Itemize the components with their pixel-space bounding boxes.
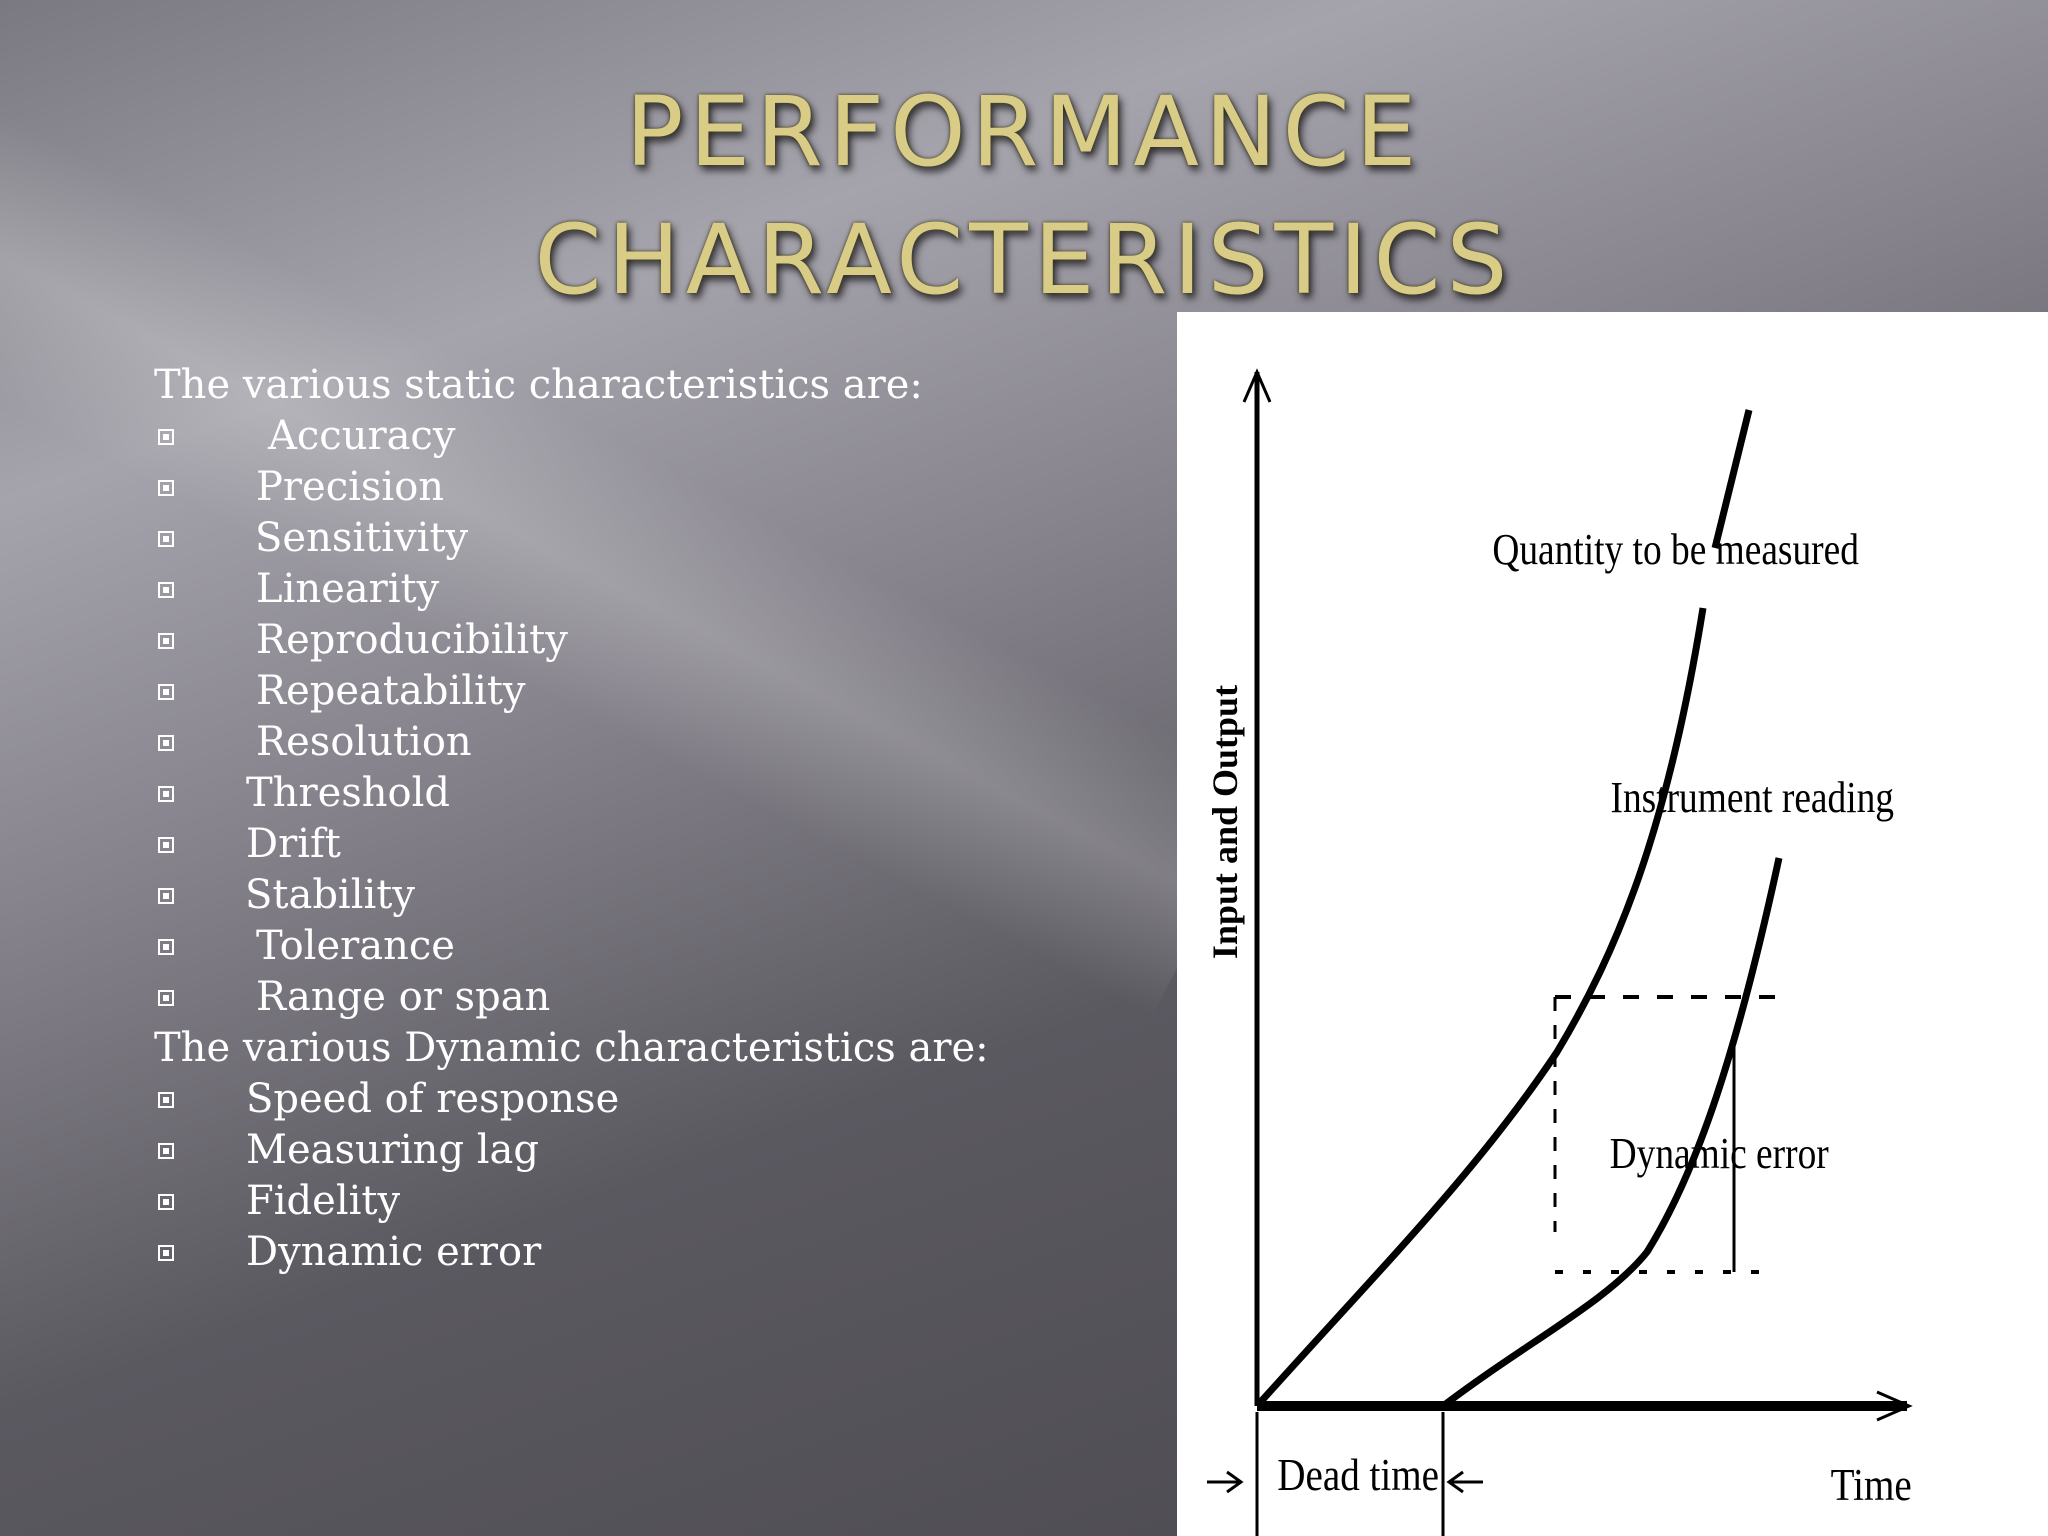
list-item-label: Tolerance <box>256 923 455 969</box>
list-item: Threshold <box>154 768 1154 819</box>
y-axis-label: Input and Output <box>1205 685 1245 959</box>
bullet-icon <box>158 735 174 751</box>
bullet-icon <box>158 1143 174 1159</box>
list-item-label: Linearity <box>256 566 440 612</box>
x-axis-label: Time <box>1831 1460 1912 1511</box>
list-item-label: Repeatability <box>256 668 526 714</box>
list-item: Measuring lag <box>154 1125 1154 1176</box>
list-item-label: Threshold <box>246 770 451 816</box>
quantity-label: Quantity to be measured <box>1492 525 1859 573</box>
list-item: Precision <box>154 462 1154 513</box>
list-item: Stability <box>154 870 1154 921</box>
bullet-icon <box>158 684 174 700</box>
dead-time-left-arrowhead-icon <box>1226 1470 1244 1494</box>
list-item-label: Speed of response <box>246 1076 620 1122</box>
list-item-label: Fidelity <box>246 1178 401 1224</box>
bullet-icon <box>158 633 174 649</box>
list-item: Sensitivity <box>154 513 1154 564</box>
list-item-label: Reproducibility <box>256 617 568 663</box>
bullet-icon <box>158 837 174 853</box>
dynamic-heading: The various Dynamic characteristics are: <box>154 1025 989 1071</box>
bullet-icon <box>158 480 174 496</box>
list-item-label: Precision <box>256 464 445 510</box>
list-item-label: Resolution <box>256 719 472 765</box>
y-axis-arrow-icon <box>1242 368 1272 403</box>
bullet-icon <box>158 939 174 955</box>
title-line-2: CHARACTERISTICS <box>534 204 1514 316</box>
list-item: Range or span <box>154 972 1154 1023</box>
list-item: Resolution <box>154 717 1154 768</box>
dead-time-right-arrowhead-icon <box>1446 1470 1464 1494</box>
list-item-label: Accuracy <box>268 413 456 459</box>
list-item: Tolerance <box>154 921 1154 972</box>
list-item: Accuracy <box>154 411 1154 462</box>
list-item: Linearity <box>154 564 1154 615</box>
list-item-label: Dynamic error <box>246 1229 542 1275</box>
list-item: Repeatability <box>154 666 1154 717</box>
list-item: Speed of response <box>154 1074 1154 1125</box>
bullet-icon <box>158 1245 174 1261</box>
list-item: Dynamic error <box>154 1227 1154 1278</box>
bullet-icon <box>158 582 174 598</box>
quantity-curve-tail <box>1711 409 1753 549</box>
list-item: Reproducibility <box>154 615 1154 666</box>
quantity-curve <box>1254 607 1707 1409</box>
response-diagram: Input and Output Quantity to be measured… <box>1177 312 2048 1536</box>
static-heading: The various static characteristics are: <box>154 362 923 408</box>
slide-title: PERFORMANCE CHARACTERISTICS <box>0 68 2048 324</box>
list-item: Fidelity <box>154 1176 1154 1227</box>
list-item: Drift <box>154 819 1154 870</box>
list-item-label: Sensitivity <box>255 515 469 561</box>
instrument-curve <box>1440 857 1783 1409</box>
bullet-icon <box>158 1194 174 1210</box>
title-line-1: PERFORMANCE <box>625 76 1423 188</box>
instrument-label: Instrument reading <box>1611 773 1895 821</box>
response-diagram-svg: Input and Output Quantity to be measured… <box>1205 368 1913 1536</box>
bullet-icon <box>158 786 174 802</box>
dead-time-label: Dead time <box>1277 1450 1439 1501</box>
list-item-label: Stability <box>245 872 415 918</box>
list-item-label: Drift <box>246 821 341 867</box>
bullet-icon <box>158 888 174 904</box>
dynamic-error-label: Dynamic error <box>1610 1129 1829 1177</box>
list-item-label: Range or span <box>256 974 551 1020</box>
bullet-icon <box>158 429 174 445</box>
x-axis-arrow-icon <box>1876 1390 1913 1422</box>
bullet-icon <box>158 531 174 547</box>
characteristics-list: The various static characteristics are: … <box>154 360 1154 1278</box>
bullet-icon <box>158 990 174 1006</box>
list-item-label: Measuring lag <box>246 1127 540 1173</box>
bullet-icon <box>158 1092 174 1108</box>
